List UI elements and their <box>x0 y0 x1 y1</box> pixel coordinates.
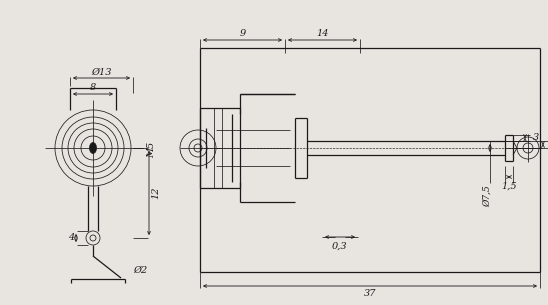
Text: 3: 3 <box>533 134 539 142</box>
Text: Ø7,5: Ø7,5 <box>482 185 492 207</box>
Text: Ø13: Ø13 <box>92 67 112 77</box>
Text: 8: 8 <box>90 84 96 92</box>
Text: 4: 4 <box>68 234 74 242</box>
Text: 12: 12 <box>151 187 161 199</box>
Text: 14: 14 <box>316 30 329 38</box>
Text: 9: 9 <box>239 30 246 38</box>
Ellipse shape <box>89 142 96 153</box>
Text: 37: 37 <box>364 289 376 299</box>
Text: 0,3: 0,3 <box>332 242 348 250</box>
Text: Ø2: Ø2 <box>133 265 147 275</box>
Text: M5: M5 <box>147 142 157 158</box>
Text: 1,5: 1,5 <box>501 181 517 191</box>
